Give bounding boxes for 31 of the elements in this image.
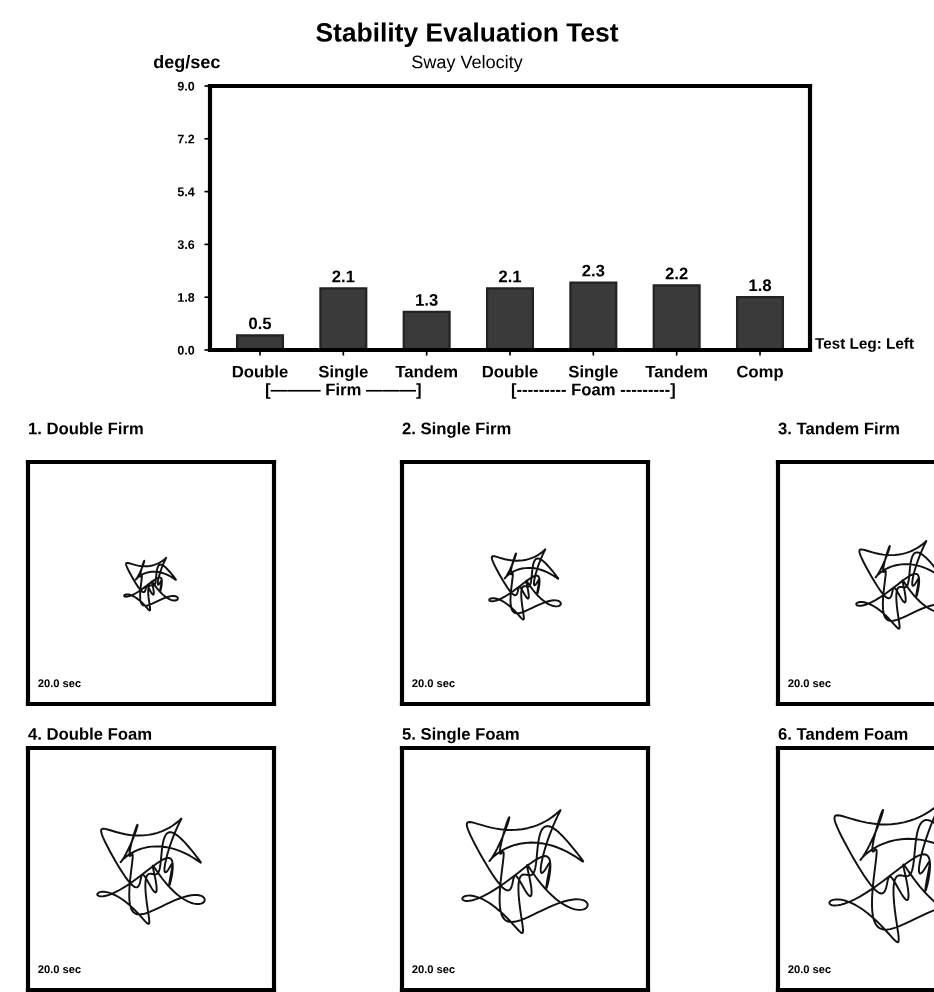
bar [735,296,785,350]
chart-subtitle: Sway Velocity [412,55,523,72]
x-tick-label: Single [568,365,618,381]
y-axis-title: deg/sec [153,55,220,72]
bar [569,281,618,350]
x-tick-label: Tandem [395,365,457,378]
chart-title: Stability Evaluation Test [316,22,619,48]
text: 4. Double Foam [28,727,152,740]
x-tick-label: Double [232,365,288,378]
x-tick-label: Single [318,365,368,381]
data-label: 1.3 [416,293,438,306]
text: 1. Double Firm [29,422,143,435]
data-label: 0.5 [249,317,272,330]
bar [319,287,368,350]
data-label: 2.3 [582,264,605,277]
x-tick-label: Comp [737,365,783,381]
text: 6. Tandem Foam [778,727,908,740]
data-label: 1.8 [749,279,772,292]
text: 5. Single Foam [402,727,519,744]
bar [652,284,701,350]
text: [——— Firm ———] [266,383,421,399]
data-label: 2.1 [498,270,522,283]
data-label: 2.2 [665,267,688,280]
data-label: 2.1 [332,270,355,283]
text: 2. Single Firm [402,422,511,438]
x-tick-label: Tandem [645,365,707,378]
x-tick-label: Double [482,365,538,378]
text: 3. Tandem Firm [778,422,899,435]
bar [485,287,535,350]
text: [--------- Foam ---------] [511,383,675,399]
bar [402,310,451,350]
